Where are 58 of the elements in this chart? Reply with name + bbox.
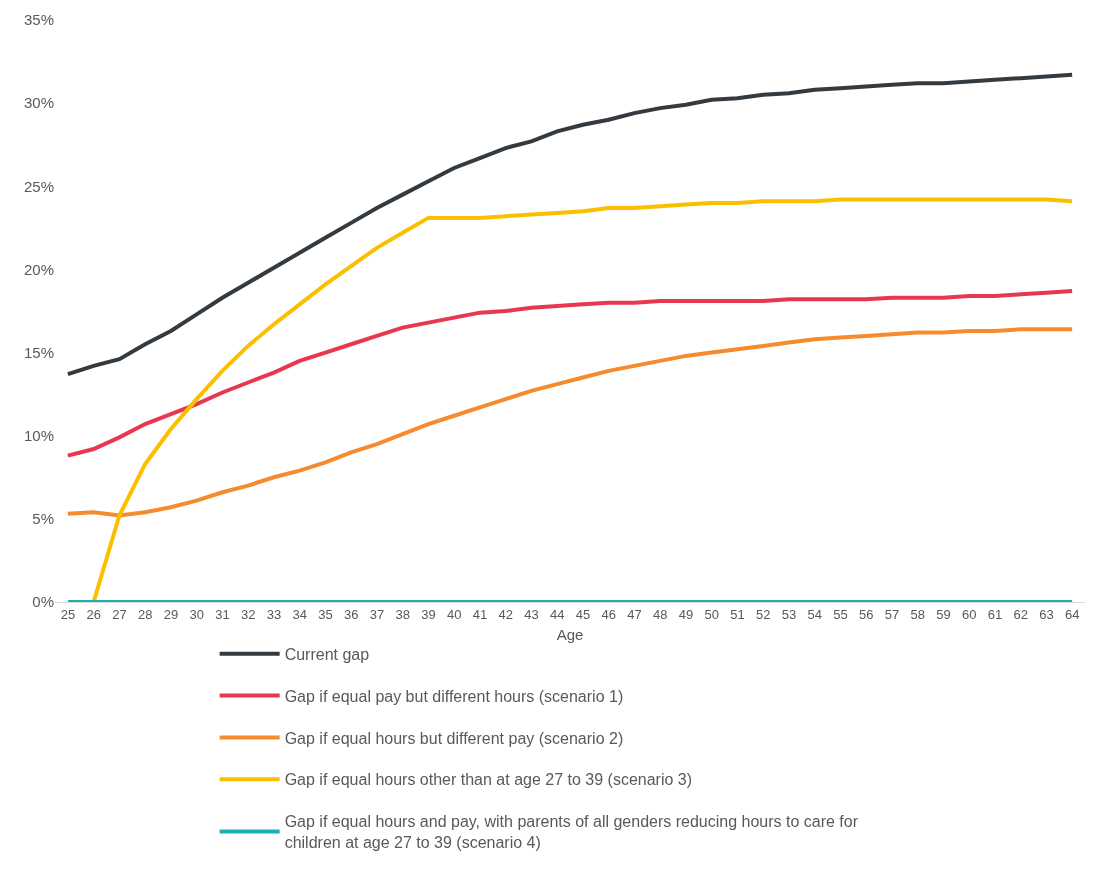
x-tick-label: 30 [189, 606, 204, 622]
x-tick-label: 34 [292, 606, 307, 622]
line-series [91, 197, 1075, 602]
line-series [65, 327, 1075, 518]
x-tick-label: 50 [704, 606, 719, 622]
x-tick-label: 33 [266, 606, 282, 622]
y-tick-label: 10% [23, 426, 54, 444]
x-tick-label: 45 [575, 606, 591, 622]
x-tick-label: 61 [987, 606, 1003, 622]
x-tick-label: 40 [446, 606, 462, 622]
x-tick-label: 48 [652, 606, 668, 622]
x-tick-label: 44 [549, 606, 565, 622]
x-tick-label: 26 [86, 606, 101, 622]
x-tick-label: 28 [137, 606, 153, 622]
x-axis-title: Age [556, 625, 584, 643]
y-tick-label: 15% [23, 343, 54, 361]
x-tick-label: 57 [884, 606, 900, 622]
x-tick-label: 62 [1013, 606, 1028, 622]
x-tick-label: 53 [781, 606, 797, 622]
legend-label: Gap if equal hours other than at age 27 to 39 (scenario 3) [284, 771, 693, 789]
y-tick-label: 25% [23, 177, 54, 195]
x-tick-label: 36 [343, 606, 359, 622]
x-tick-label: 64 [1064, 606, 1080, 622]
x-tick-label: 42 [498, 606, 513, 622]
x-tick-label: 41 [472, 606, 488, 622]
x-tick-label: 29 [163, 606, 179, 622]
x-tick-label: 46 [601, 606, 616, 622]
x-tick-label: 35 [318, 606, 333, 622]
x-tick-label: 38 [395, 606, 410, 622]
line-series [65, 72, 1075, 377]
legend-label: Gap if equal hours but different pay (scenario 2) [284, 729, 624, 747]
y-tick-label: 5% [32, 510, 54, 528]
x-tick-label: 54 [807, 606, 822, 622]
legend-label: Gap if equal pay but different hours (scenario 1) [284, 687, 624, 705]
y-tick-label: 20% [23, 260, 54, 278]
legend-label: Current gap [284, 646, 370, 664]
x-tick-label: 27 [112, 606, 127, 622]
x-tick-label: 43 [524, 606, 539, 622]
line-series [65, 289, 1075, 458]
x-tick-label: 47 [627, 606, 642, 622]
x-tick-label: 39 [421, 606, 436, 622]
x-tick-label: 59 [936, 606, 951, 622]
x-tick-label: 25 [60, 606, 76, 622]
legend-label: Gap if equal hours and pay, with parents of all genders reducing hours to care for children at age 27 to 39 (scenario 4) [284, 813, 859, 852]
y-tick-label: 35% [23, 11, 54, 29]
x-tick-label: 58 [910, 606, 925, 622]
x-tick-label: 56 [858, 606, 874, 622]
y-tick-label: 30% [23, 94, 54, 112]
y-tick-label: 0% [32, 593, 54, 611]
x-tick-label: 63 [1039, 606, 1054, 622]
x-tick-label: 51 [730, 606, 745, 622]
x-tick-label: 52 [755, 606, 771, 622]
x-tick-label: 32 [240, 606, 256, 622]
x-tick-label: 60 [961, 606, 977, 622]
x-tick-label: 31 [215, 606, 230, 622]
x-tick-label: 55 [833, 606, 848, 622]
x-tick-label: 37 [369, 606, 385, 622]
x-tick-label: 49 [678, 606, 694, 622]
